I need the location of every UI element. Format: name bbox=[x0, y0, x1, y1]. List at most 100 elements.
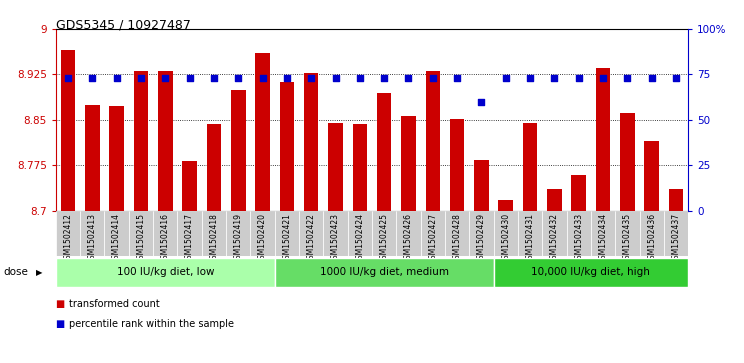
FancyBboxPatch shape bbox=[493, 258, 688, 287]
Bar bbox=[85, 105, 100, 211]
Text: GSM1502428: GSM1502428 bbox=[452, 213, 461, 264]
Bar bbox=[401, 115, 416, 211]
FancyBboxPatch shape bbox=[640, 211, 664, 256]
FancyBboxPatch shape bbox=[275, 258, 493, 287]
FancyBboxPatch shape bbox=[56, 258, 275, 287]
Point bbox=[378, 75, 390, 81]
FancyBboxPatch shape bbox=[226, 211, 251, 256]
Point bbox=[281, 75, 293, 81]
Bar bbox=[620, 113, 635, 211]
Text: ■: ■ bbox=[56, 319, 68, 330]
Bar bbox=[669, 189, 683, 211]
Text: ▶: ▶ bbox=[36, 268, 42, 277]
Point bbox=[232, 75, 244, 81]
Text: GSM1502415: GSM1502415 bbox=[136, 213, 145, 264]
FancyBboxPatch shape bbox=[469, 211, 493, 256]
FancyBboxPatch shape bbox=[493, 211, 518, 256]
Point bbox=[573, 75, 585, 81]
FancyBboxPatch shape bbox=[615, 211, 640, 256]
Bar bbox=[182, 161, 197, 211]
Text: 10,000 IU/kg diet, high: 10,000 IU/kg diet, high bbox=[531, 266, 650, 277]
FancyBboxPatch shape bbox=[567, 211, 591, 256]
FancyBboxPatch shape bbox=[153, 211, 177, 256]
Text: GSM1502413: GSM1502413 bbox=[88, 213, 97, 264]
Point bbox=[646, 75, 658, 81]
FancyBboxPatch shape bbox=[324, 211, 347, 256]
Text: GSM1502430: GSM1502430 bbox=[501, 213, 510, 264]
FancyBboxPatch shape bbox=[518, 211, 542, 256]
Text: GSM1502421: GSM1502421 bbox=[283, 213, 292, 264]
Text: GSM1502437: GSM1502437 bbox=[672, 213, 681, 264]
FancyBboxPatch shape bbox=[591, 211, 615, 256]
Point bbox=[62, 75, 74, 81]
Point bbox=[548, 75, 560, 81]
FancyBboxPatch shape bbox=[664, 211, 688, 256]
Bar bbox=[280, 82, 294, 211]
Bar bbox=[207, 124, 221, 211]
Bar bbox=[547, 189, 562, 211]
Point bbox=[135, 75, 147, 81]
Text: transformed count: transformed count bbox=[69, 299, 160, 310]
Point bbox=[525, 75, 536, 81]
Text: GSM1502423: GSM1502423 bbox=[331, 213, 340, 264]
Text: GSM1502425: GSM1502425 bbox=[379, 213, 388, 264]
Bar bbox=[61, 50, 75, 211]
Text: GDS5345 / 10927487: GDS5345 / 10927487 bbox=[56, 18, 190, 31]
Bar bbox=[596, 68, 610, 211]
FancyBboxPatch shape bbox=[177, 211, 202, 256]
Text: percentile rank within the sample: percentile rank within the sample bbox=[69, 319, 234, 330]
Point bbox=[670, 75, 682, 81]
Bar bbox=[109, 106, 124, 211]
Text: GSM1502426: GSM1502426 bbox=[404, 213, 413, 264]
Text: GSM1502424: GSM1502424 bbox=[356, 213, 365, 264]
Point bbox=[451, 75, 463, 81]
FancyBboxPatch shape bbox=[56, 211, 80, 256]
FancyBboxPatch shape bbox=[104, 211, 129, 256]
Text: GSM1502422: GSM1502422 bbox=[307, 213, 315, 264]
Bar bbox=[255, 53, 270, 211]
FancyBboxPatch shape bbox=[397, 211, 420, 256]
FancyBboxPatch shape bbox=[275, 211, 299, 256]
Point bbox=[597, 75, 609, 81]
Text: 100 IU/kg diet, low: 100 IU/kg diet, low bbox=[117, 266, 214, 277]
Bar bbox=[304, 73, 318, 211]
Point bbox=[475, 99, 487, 105]
Text: GSM1502432: GSM1502432 bbox=[550, 213, 559, 264]
FancyBboxPatch shape bbox=[420, 211, 445, 256]
Text: GSM1502435: GSM1502435 bbox=[623, 213, 632, 264]
Point bbox=[305, 75, 317, 81]
Point bbox=[354, 75, 366, 81]
Text: GSM1502419: GSM1502419 bbox=[234, 213, 243, 264]
Text: GSM1502434: GSM1502434 bbox=[599, 213, 608, 264]
Point bbox=[159, 75, 171, 81]
Point bbox=[330, 75, 341, 81]
Text: GSM1502412: GSM1502412 bbox=[63, 213, 72, 264]
Bar bbox=[231, 90, 246, 211]
Text: GSM1502418: GSM1502418 bbox=[209, 213, 219, 264]
Text: ■: ■ bbox=[56, 299, 68, 310]
Text: GSM1502414: GSM1502414 bbox=[112, 213, 121, 264]
Text: 1000 IU/kg diet, medium: 1000 IU/kg diet, medium bbox=[320, 266, 449, 277]
Text: GSM1502420: GSM1502420 bbox=[258, 213, 267, 264]
Bar bbox=[158, 72, 173, 211]
FancyBboxPatch shape bbox=[445, 211, 469, 256]
Text: dose: dose bbox=[4, 267, 28, 277]
FancyBboxPatch shape bbox=[542, 211, 567, 256]
Bar bbox=[353, 124, 367, 211]
Point bbox=[500, 75, 512, 81]
Bar bbox=[134, 72, 148, 211]
Bar bbox=[426, 72, 440, 211]
Bar bbox=[328, 123, 343, 211]
Text: GSM1502429: GSM1502429 bbox=[477, 213, 486, 264]
Text: GSM1502427: GSM1502427 bbox=[429, 213, 437, 264]
Point bbox=[111, 75, 123, 81]
Point bbox=[86, 75, 98, 81]
Point bbox=[403, 75, 414, 81]
Bar bbox=[377, 93, 391, 211]
Point bbox=[257, 75, 269, 81]
FancyBboxPatch shape bbox=[299, 211, 324, 256]
FancyBboxPatch shape bbox=[129, 211, 153, 256]
Point bbox=[427, 75, 439, 81]
Text: GSM1502417: GSM1502417 bbox=[185, 213, 194, 264]
Bar bbox=[571, 175, 586, 211]
